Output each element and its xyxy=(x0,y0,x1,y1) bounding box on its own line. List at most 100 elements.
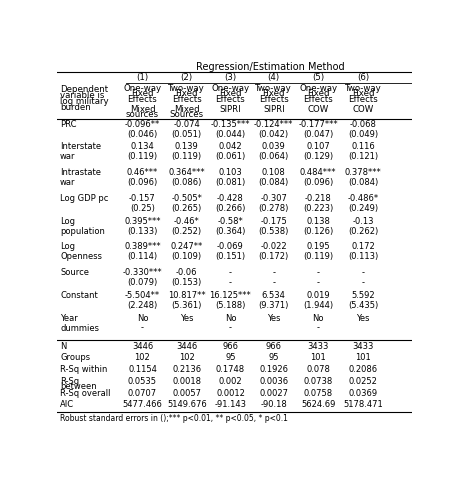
Text: (0.153): (0.153) xyxy=(172,278,202,287)
Text: -0.069: -0.069 xyxy=(217,243,244,251)
Text: (0.119): (0.119) xyxy=(127,153,158,161)
Text: 0.364***: 0.364*** xyxy=(169,168,205,177)
Text: R-Sq within: R-Sq within xyxy=(60,365,108,374)
Text: (5.435): (5.435) xyxy=(348,301,378,310)
Text: Robust standard errors in ();*** p<0.01, ** p<0.05, * p<0.1: Robust standard errors in ();*** p<0.01,… xyxy=(60,414,288,423)
Text: 95: 95 xyxy=(225,353,236,363)
Text: No: No xyxy=(312,314,324,323)
Text: Effects: Effects xyxy=(128,94,157,104)
Text: 102: 102 xyxy=(179,353,195,363)
Text: Log: Log xyxy=(60,243,75,251)
Text: 0.172: 0.172 xyxy=(351,243,375,251)
Text: COW: COW xyxy=(307,105,329,114)
Text: 0.0252: 0.0252 xyxy=(349,377,378,386)
Text: AIC: AIC xyxy=(60,400,74,409)
Text: -0.486*: -0.486* xyxy=(348,194,379,203)
Text: (0.133): (0.133) xyxy=(127,226,158,236)
Text: (5.188): (5.188) xyxy=(215,301,245,310)
Text: 6.534: 6.534 xyxy=(262,291,286,300)
Text: 0.378***: 0.378*** xyxy=(345,168,382,177)
Text: No: No xyxy=(225,314,236,323)
Text: -0.13: -0.13 xyxy=(353,216,374,226)
Text: Effects: Effects xyxy=(216,94,245,104)
Text: 0.002: 0.002 xyxy=(218,377,242,386)
Text: -0.06: -0.06 xyxy=(176,268,197,277)
Text: (0.084): (0.084) xyxy=(259,178,289,187)
Text: -: - xyxy=(229,278,232,287)
Text: (1.944): (1.944) xyxy=(303,301,333,310)
Text: war: war xyxy=(60,178,76,187)
Text: Yes: Yes xyxy=(180,314,194,323)
Text: (6): (6) xyxy=(357,73,369,82)
Text: 0.039: 0.039 xyxy=(262,142,286,152)
Text: (0.079): (0.079) xyxy=(127,278,158,287)
Text: (0.364): (0.364) xyxy=(215,226,245,236)
Text: -0.074: -0.074 xyxy=(174,120,200,129)
Text: 0.138: 0.138 xyxy=(306,216,330,226)
Text: -: - xyxy=(141,324,144,333)
Text: (0.126): (0.126) xyxy=(303,226,333,236)
Text: Two-way: Two-way xyxy=(345,84,382,93)
Text: Effects: Effects xyxy=(303,94,333,104)
Text: R-Sq: R-Sq xyxy=(60,377,79,386)
Text: Effects: Effects xyxy=(259,94,289,104)
Text: -0.46*: -0.46* xyxy=(174,216,200,226)
Text: Log GDP pc: Log GDP pc xyxy=(60,194,109,203)
Text: -0.068: -0.068 xyxy=(350,120,376,129)
Text: -0.58*: -0.58* xyxy=(218,216,243,226)
Text: (1): (1) xyxy=(136,73,148,82)
Text: 5624.69: 5624.69 xyxy=(301,400,335,409)
Text: Mixed: Mixed xyxy=(130,105,155,114)
Text: Mixed: Mixed xyxy=(174,105,200,114)
Text: Yes: Yes xyxy=(267,314,280,323)
Text: -: - xyxy=(316,278,320,287)
Text: -: - xyxy=(316,324,320,333)
Text: Fixed: Fixed xyxy=(262,90,285,98)
Text: (0.278): (0.278) xyxy=(259,204,289,213)
Text: -0.505*: -0.505* xyxy=(171,194,202,203)
Text: (0.151): (0.151) xyxy=(215,252,245,261)
Text: (0.121): (0.121) xyxy=(348,153,378,161)
Text: -0.157: -0.157 xyxy=(129,194,156,203)
Text: -: - xyxy=(362,278,365,287)
Text: Fixed: Fixed xyxy=(307,90,329,98)
Text: Intrastate: Intrastate xyxy=(60,168,101,177)
Text: (0.049): (0.049) xyxy=(348,129,378,139)
Text: 0.139: 0.139 xyxy=(175,142,199,152)
Text: SIPRI: SIPRI xyxy=(263,105,284,114)
Text: -0.218: -0.218 xyxy=(305,194,332,203)
Text: -: - xyxy=(272,268,275,277)
Text: Two-way: Two-way xyxy=(256,84,292,93)
Text: Groups: Groups xyxy=(60,353,90,363)
Text: population: population xyxy=(60,226,105,236)
Text: 101: 101 xyxy=(310,353,326,363)
Text: Interstate: Interstate xyxy=(60,142,101,152)
Text: One-way: One-way xyxy=(299,84,337,93)
Text: (2): (2) xyxy=(181,73,193,82)
Text: variable is: variable is xyxy=(60,91,104,99)
Text: 0.0036: 0.0036 xyxy=(259,377,289,386)
Text: sources: sources xyxy=(126,110,159,119)
Text: (9.371): (9.371) xyxy=(259,301,289,310)
Text: (5): (5) xyxy=(312,73,324,82)
Text: (0.172): (0.172) xyxy=(259,252,289,261)
Text: 0.078: 0.078 xyxy=(306,365,330,374)
Text: Source: Source xyxy=(60,268,89,277)
Text: R-Sq overall: R-Sq overall xyxy=(60,389,110,398)
Text: (0.044): (0.044) xyxy=(215,129,245,139)
Text: (5.361): (5.361) xyxy=(172,301,202,310)
Text: -0.175: -0.175 xyxy=(261,216,287,226)
Text: (0.061): (0.061) xyxy=(215,153,245,161)
Text: 101: 101 xyxy=(355,353,371,363)
Text: 0.247**: 0.247** xyxy=(171,243,203,251)
Text: -0.428: -0.428 xyxy=(217,194,244,203)
Text: 0.0535: 0.0535 xyxy=(128,377,157,386)
Text: 0.389***: 0.389*** xyxy=(124,243,161,251)
Text: -0.330***: -0.330*** xyxy=(123,268,162,277)
Text: (2.248): (2.248) xyxy=(127,301,158,310)
Text: (0.096): (0.096) xyxy=(303,178,333,187)
Text: Dependent: Dependent xyxy=(60,85,108,94)
Text: (0.25): (0.25) xyxy=(130,204,155,213)
Text: Log: Log xyxy=(60,216,75,226)
Text: 102: 102 xyxy=(135,353,150,363)
